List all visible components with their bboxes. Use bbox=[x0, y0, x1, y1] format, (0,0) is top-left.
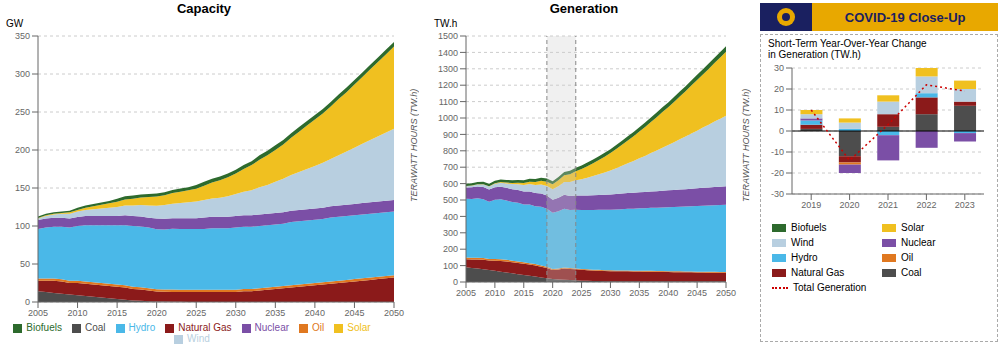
html-text:Wind: Wind bbox=[187, 333, 210, 344]
svg-text:2035: 2035 bbox=[265, 308, 285, 318]
svg-text:2045: 2045 bbox=[687, 288, 707, 298]
html-text:GW: GW bbox=[6, 18, 24, 29]
svg-text:2035: 2035 bbox=[629, 288, 649, 298]
svg-text:-20: -20 bbox=[771, 168, 784, 178]
svg-text:1300: 1300 bbox=[438, 64, 458, 74]
svg-text:2045: 2045 bbox=[344, 308, 364, 318]
html-text:Natural Gas: Natural Gas bbox=[178, 322, 232, 333]
html-text:TW.h: TW.h bbox=[434, 18, 458, 29]
html-text:Hydro: Hydro bbox=[791, 252, 818, 263]
html-text:Biofuels: Biofuels bbox=[26, 322, 62, 333]
svg-text:2050: 2050 bbox=[384, 308, 404, 318]
svg-text:2040: 2040 bbox=[658, 288, 678, 298]
svg-text:0: 0 bbox=[779, 126, 784, 136]
svg-text:2010: 2010 bbox=[485, 288, 505, 298]
svg-text:200: 200 bbox=[15, 145, 30, 155]
html-text:Solar: Solar bbox=[347, 322, 371, 333]
html-text:Total Generation: Total Generation bbox=[793, 282, 867, 293]
svg-text:30: 30 bbox=[774, 63, 784, 73]
svg-text:2005: 2005 bbox=[28, 308, 48, 318]
html-text:Generation: Generation bbox=[549, 1, 619, 16]
svg-text:1000: 1000 bbox=[438, 113, 458, 123]
html-text:Biofuels: Biofuels bbox=[791, 222, 827, 233]
svg-text:2050: 2050 bbox=[716, 288, 736, 298]
svg-text:2025: 2025 bbox=[186, 308, 206, 318]
svg-text:350: 350 bbox=[15, 31, 30, 41]
svg-text:2020: 2020 bbox=[840, 200, 860, 210]
svg-text:2030: 2030 bbox=[226, 308, 246, 318]
svg-text:2005: 2005 bbox=[456, 288, 476, 298]
svg-text:2015: 2015 bbox=[107, 308, 127, 318]
svg-text:50: 50 bbox=[20, 259, 30, 269]
svg-text:2020: 2020 bbox=[543, 288, 563, 298]
svg-text:2021: 2021 bbox=[878, 200, 898, 210]
svg-text:400: 400 bbox=[443, 212, 458, 222]
svg-text:200: 200 bbox=[443, 244, 458, 254]
svg-text:800: 800 bbox=[443, 146, 458, 156]
html-text:Nuclear: Nuclear bbox=[901, 237, 936, 248]
svg-text:2019: 2019 bbox=[801, 200, 821, 210]
html-text:TERAWATT HOURS (TW.h): TERAWATT HOURS (TW.h) bbox=[741, 88, 751, 202]
svg-text:100: 100 bbox=[15, 221, 30, 231]
html-text:TERAWATT HOURS (TW.h): TERAWATT HOURS (TW.h) bbox=[409, 88, 419, 202]
svg-text:2010: 2010 bbox=[68, 308, 88, 318]
html-text:Oil: Oil bbox=[901, 252, 914, 263]
svg-text:1200: 1200 bbox=[438, 80, 458, 90]
svg-text:700: 700 bbox=[443, 162, 458, 172]
html-text:COVID-19 Close-Up: COVID-19 Close-Up bbox=[844, 9, 966, 25]
html-text:Coal: Coal bbox=[84, 322, 106, 333]
svg-text:900: 900 bbox=[443, 130, 458, 140]
svg-text:2030: 2030 bbox=[600, 288, 620, 298]
html-text:Wind: Wind bbox=[791, 237, 814, 248]
svg-text:600: 600 bbox=[443, 179, 458, 189]
svg-text:2022: 2022 bbox=[916, 200, 936, 210]
svg-text:-10: -10 bbox=[771, 147, 784, 157]
svg-text:1500: 1500 bbox=[438, 31, 458, 41]
html-text:Short-Term Year-Over-Year Chan: Short-Term Year-Over-Year Change in Gene… bbox=[768, 38, 927, 60]
svg-text:300: 300 bbox=[15, 69, 30, 79]
svg-text:2015: 2015 bbox=[514, 288, 534, 298]
html-text:Solar: Solar bbox=[901, 222, 925, 233]
svg-text:100: 100 bbox=[443, 261, 458, 271]
svg-text:1400: 1400 bbox=[438, 48, 458, 58]
html-text:Oil: Oil bbox=[312, 322, 325, 333]
svg-text:2040: 2040 bbox=[305, 308, 325, 318]
svg-text:0: 0 bbox=[25, 297, 30, 307]
html-text:Hydro: Hydro bbox=[128, 322, 156, 333]
svg-text:2025: 2025 bbox=[572, 288, 592, 298]
svg-text:300: 300 bbox=[443, 228, 458, 238]
svg-text:2023: 2023 bbox=[955, 200, 975, 210]
svg-text:150: 150 bbox=[15, 183, 30, 193]
svg-text:250: 250 bbox=[15, 107, 30, 117]
svg-text:500: 500 bbox=[443, 195, 458, 205]
svg-text:20: 20 bbox=[774, 84, 784, 94]
svg-text:10: 10 bbox=[774, 105, 784, 115]
html-text:Natural Gas: Natural Gas bbox=[791, 267, 845, 278]
svg-text:1100: 1100 bbox=[439, 97, 458, 107]
svg-text:0: 0 bbox=[453, 277, 458, 287]
html-text:Coal: Coal bbox=[901, 267, 922, 278]
html-text:Nuclear: Nuclear bbox=[254, 322, 289, 333]
svg-text:2020: 2020 bbox=[147, 308, 167, 318]
svg-text:-30: -30 bbox=[771, 189, 784, 199]
html-text:Capacity: Capacity bbox=[176, 1, 232, 16]
